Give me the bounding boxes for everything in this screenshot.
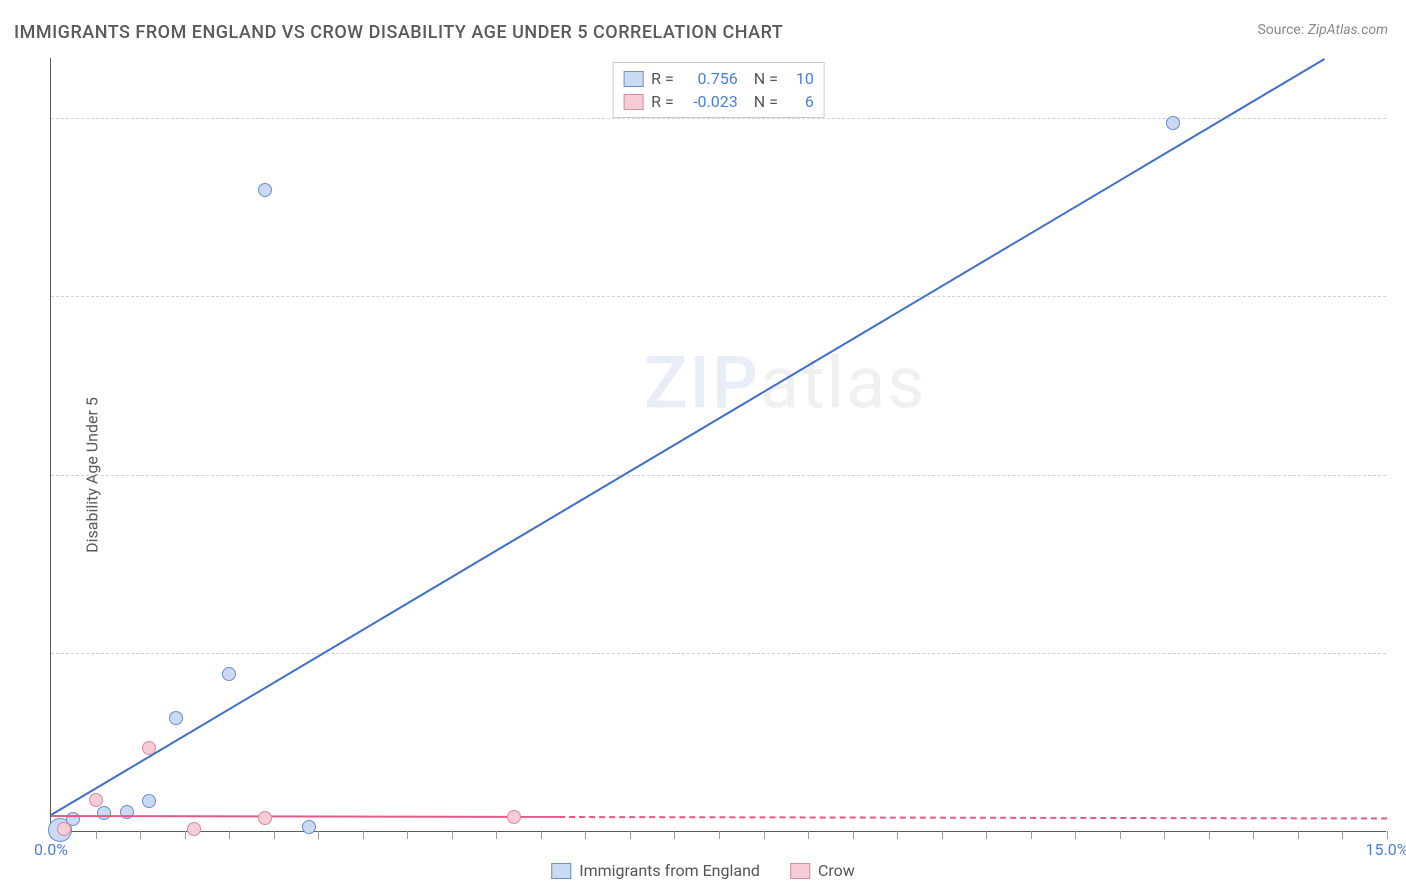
gridline bbox=[51, 475, 1386, 476]
data-point-immigrants bbox=[97, 806, 111, 820]
legend-swatch-crow bbox=[790, 863, 810, 879]
x-minor-tick bbox=[630, 831, 631, 839]
r-value: -0.023 bbox=[682, 92, 738, 111]
x-minor-tick bbox=[674, 831, 675, 839]
x-minor-tick bbox=[1253, 831, 1254, 839]
x-minor-tick bbox=[1120, 831, 1121, 839]
r-label: R = bbox=[651, 69, 674, 88]
x-minor-tick bbox=[229, 831, 230, 839]
gridline bbox=[51, 653, 1386, 654]
legend-row-immigrants: R = 0.756 N = 10 bbox=[623, 67, 814, 90]
chart-container: Disability Age Under 5 ZIPatlas R =0.756… bbox=[0, 58, 1406, 892]
legend-swatch-immigrants bbox=[551, 863, 571, 879]
data-point-immigrants bbox=[142, 794, 156, 808]
trend-line-crow-dashed bbox=[559, 816, 1387, 819]
x-minor-tick bbox=[1342, 831, 1343, 839]
x-minor-tick bbox=[1075, 831, 1076, 839]
watermark-atlas: atlas bbox=[760, 340, 927, 425]
data-point-crow bbox=[89, 793, 103, 807]
n-value: 10 bbox=[786, 69, 814, 88]
legend-swatch-immigrants bbox=[623, 71, 643, 87]
data-point-crow bbox=[187, 822, 201, 836]
data-point-immigrants bbox=[1166, 116, 1180, 130]
y-tick-label: 30.0% bbox=[1396, 465, 1406, 484]
r-label: R = bbox=[651, 92, 674, 111]
x-minor-tick bbox=[452, 831, 453, 839]
data-point-crow bbox=[258, 811, 272, 825]
x-minor-tick bbox=[853, 831, 854, 839]
x-minor-tick bbox=[897, 831, 898, 839]
source-attribution: Source: ZipAtlas.com bbox=[1257, 22, 1388, 38]
plot-area: ZIPatlas R =0.756N =10R =-0.023N =6 15.0… bbox=[50, 58, 1386, 832]
gridline bbox=[51, 118, 1386, 119]
legend-correlation: R = 0.756 N = 10 R = -0.023 N = 6 bbox=[612, 62, 825, 118]
chart-title: IMMIGRANTS FROM ENGLAND VS CROW DISABILI… bbox=[14, 22, 783, 43]
data-point-crow bbox=[507, 810, 521, 824]
data-point-immigrants bbox=[302, 820, 316, 834]
y-tick-label: 15.0% bbox=[1396, 644, 1406, 663]
x-minor-tick bbox=[1209, 831, 1210, 839]
data-point-crow bbox=[57, 822, 71, 836]
x-minor-tick bbox=[140, 831, 141, 839]
x-minor-tick bbox=[274, 831, 275, 839]
x-minor-tick bbox=[1387, 831, 1388, 839]
x-minor-tick bbox=[1298, 831, 1299, 839]
legend-series: Immigrants from England Crow bbox=[551, 861, 855, 880]
source-label: Source: bbox=[1257, 22, 1304, 38]
watermark: ZIPatlas bbox=[644, 340, 926, 425]
r-value: 0.756 bbox=[682, 69, 738, 88]
source-value: ZipAtlas.com bbox=[1308, 22, 1388, 38]
n-value: 6 bbox=[786, 92, 814, 111]
gridline bbox=[51, 296, 1386, 297]
data-point-immigrants bbox=[258, 183, 272, 197]
data-point-crow bbox=[142, 741, 156, 755]
x-tick-label: 0.0% bbox=[34, 840, 68, 859]
x-minor-tick bbox=[986, 831, 987, 839]
x-minor-tick bbox=[363, 831, 364, 839]
x-minor-tick bbox=[96, 831, 97, 839]
legend-label-crow: Crow bbox=[818, 861, 855, 880]
trend-line-immigrants bbox=[50, 58, 1325, 816]
x-minor-tick bbox=[1164, 831, 1165, 839]
x-minor-tick bbox=[764, 831, 765, 839]
data-point-immigrants bbox=[169, 711, 183, 725]
legend-label-immigrants: Immigrants from England bbox=[579, 861, 760, 880]
x-minor-tick bbox=[318, 831, 319, 839]
n-label: N = bbox=[754, 69, 778, 88]
data-point-immigrants bbox=[222, 667, 236, 681]
x-minor-tick bbox=[541, 831, 542, 839]
n-label: N = bbox=[754, 92, 778, 111]
y-tick-label: 60.0% bbox=[1396, 108, 1406, 127]
x-minor-tick bbox=[585, 831, 586, 839]
x-minor-tick bbox=[185, 831, 186, 839]
x-minor-tick bbox=[1031, 831, 1032, 839]
x-minor-tick bbox=[942, 831, 943, 839]
legend-item-immigrants: Immigrants from England bbox=[551, 861, 760, 880]
x-tick-label: 15.0% bbox=[1366, 840, 1406, 859]
x-minor-tick bbox=[808, 831, 809, 839]
y-tick-label: 45.0% bbox=[1396, 287, 1406, 306]
legend-swatch-crow bbox=[623, 94, 643, 110]
x-minor-tick bbox=[496, 831, 497, 839]
legend-row-crow: R = -0.023 N = 6 bbox=[623, 90, 814, 113]
x-minor-tick bbox=[407, 831, 408, 839]
x-minor-tick bbox=[719, 831, 720, 839]
watermark-zip: ZIP bbox=[644, 340, 760, 425]
legend-item-crow: Crow bbox=[790, 861, 855, 880]
